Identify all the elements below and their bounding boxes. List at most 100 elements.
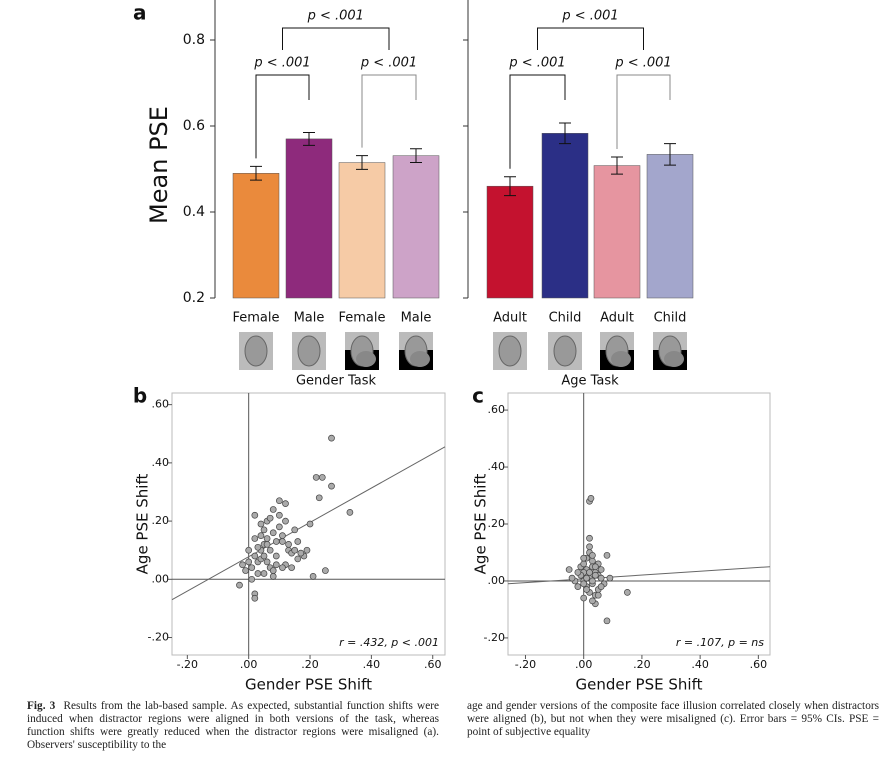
face	[297, 335, 321, 367]
data-point	[574, 583, 582, 591]
data-point	[565, 566, 573, 573]
bar	[285, 138, 333, 299]
data-point	[580, 560, 588, 568]
bar	[593, 165, 641, 299]
data-point	[597, 566, 605, 573]
error-bar	[356, 155, 368, 170]
data-point	[251, 535, 259, 542]
x-tick-label: Adult	[600, 311, 634, 326]
data-point	[346, 509, 354, 516]
data-point	[279, 564, 286, 572]
data-point	[269, 529, 277, 537]
figure: 0.2 0.4 0.6 0.8 a Mean PSE Female Male Female Mal…	[133, 0, 771, 694]
x-tick-label: -.20	[515, 658, 536, 671]
bar	[392, 155, 440, 299]
panel-label: c	[472, 384, 484, 408]
data-point	[589, 577, 596, 585]
data-point	[263, 558, 271, 566]
significance-label: p < .001	[307, 9, 364, 24]
face	[244, 335, 268, 367]
x-axis-label: Gender Task	[296, 374, 377, 389]
data-point	[272, 561, 280, 569]
data-point	[328, 434, 335, 442]
data-point	[269, 573, 277, 580]
data-point	[272, 538, 280, 545]
y-tick-label: 0.4	[183, 204, 205, 220]
data-point	[282, 517, 289, 525]
data-point	[587, 495, 595, 502]
data-point	[282, 500, 289, 507]
caption-left: Fig. 3 Results from the lab-based sample…	[27, 700, 439, 752]
significance-label: p < .001	[360, 56, 417, 71]
data-point	[624, 588, 631, 596]
y-tick-label: 0.6	[183, 118, 205, 134]
y-tick-label: .00	[152, 572, 170, 585]
data-point	[266, 546, 274, 554]
x-tick-label: .20	[301, 658, 319, 671]
stat-annotation: r = .432, p < .001	[339, 636, 439, 649]
y-tick-label: .60	[488, 403, 506, 416]
x-axis-label: Gender PSE Shift	[576, 676, 703, 694]
x-tick-label: .60	[750, 658, 768, 671]
data-point	[606, 574, 614, 582]
x-tick-label: Female	[338, 311, 385, 326]
data-point	[245, 546, 253, 554]
data-point	[279, 538, 286, 545]
data-point	[322, 567, 329, 574]
data-point	[580, 580, 588, 588]
significance-bracket	[509, 74, 566, 169]
trend-line	[507, 566, 771, 585]
x-tick-label: -.20	[177, 658, 198, 671]
data-point	[254, 570, 262, 577]
plot-frame	[171, 392, 446, 656]
data-point	[303, 546, 311, 554]
data-point	[589, 557, 596, 565]
stat-annotation: r = .107, p = ns	[676, 636, 764, 649]
y-tick-label: 0.2	[183, 290, 205, 306]
data-point	[597, 583, 605, 591]
data-point	[594, 591, 602, 599]
y-tick-label: .40	[488, 460, 506, 473]
data-point	[291, 546, 299, 554]
bar	[486, 185, 534, 299]
data-point	[583, 586, 590, 593]
data-point	[272, 552, 280, 560]
data-point	[279, 532, 286, 539]
significance-bracket	[361, 74, 417, 148]
error-bar	[410, 148, 422, 164]
y-axis-label: Mean PSE	[145, 106, 173, 224]
y-tick-label: .20	[152, 514, 170, 527]
data-point	[312, 474, 320, 481]
y-axis-label: Age PSE Shift	[472, 474, 490, 575]
x-tick-label: .40	[691, 658, 709, 671]
bar	[646, 154, 694, 299]
data-point	[251, 594, 259, 602]
significance-bracket	[255, 74, 310, 159]
data-point	[603, 617, 611, 625]
x-tick-label: Child	[654, 311, 687, 326]
x-axis-label: Gender PSE Shift	[245, 676, 372, 694]
x-tick-label: .00	[240, 658, 258, 671]
face	[498, 335, 522, 367]
data-point	[245, 558, 253, 566]
data-point	[291, 526, 299, 534]
data-point	[580, 594, 588, 602]
data-point	[589, 551, 596, 559]
x-tick-label: Male	[401, 311, 432, 326]
data-point	[248, 575, 256, 583]
data-point	[597, 574, 605, 582]
significance-label: p < .001	[253, 56, 310, 71]
data-point	[260, 526, 268, 534]
significance-label: p < .001	[561, 9, 618, 24]
data-point	[591, 571, 599, 579]
data-point	[251, 552, 259, 560]
error-bar	[250, 165, 262, 181]
data-point	[251, 511, 259, 519]
x-tick-label: Female	[232, 311, 279, 326]
data-point	[586, 569, 593, 576]
significance-bracket	[282, 27, 390, 50]
data-point	[257, 532, 265, 539]
data-point	[248, 564, 256, 572]
data-point	[306, 520, 314, 528]
data-point	[276, 511, 283, 519]
